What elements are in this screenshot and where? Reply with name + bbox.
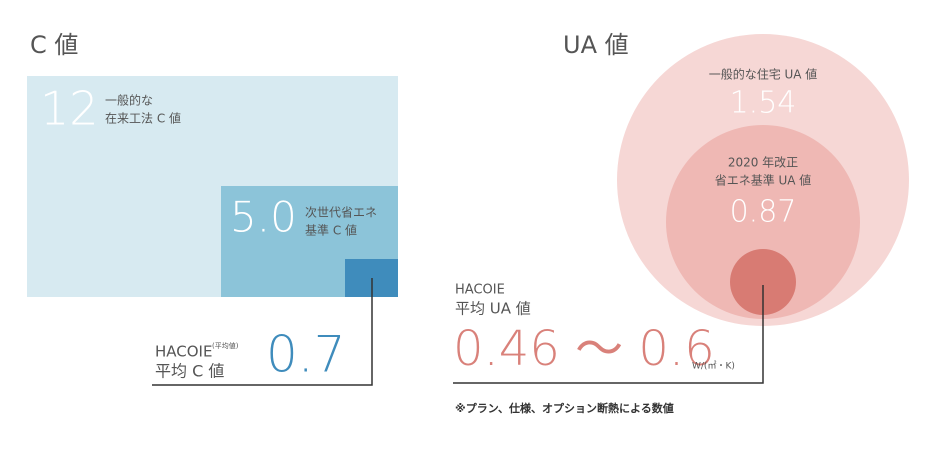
value: 5.0	[230, 193, 297, 242]
value: 0.46 〜 0.6	[453, 321, 715, 377]
label: 基準 C 値	[305, 223, 357, 238]
section-title: C 値	[30, 31, 78, 59]
brand: HACOIE	[155, 343, 212, 361]
value: 0.7	[266, 326, 346, 384]
section-title: UA 値	[563, 31, 629, 59]
unit: W/(㎡・K)	[692, 361, 735, 372]
label: 一般的な住宅 UA 値	[709, 67, 818, 82]
value: 12	[40, 82, 99, 136]
leader-line	[453, 285, 764, 384]
leader-line	[152, 278, 373, 386]
brand: HACOIE	[455, 283, 505, 298]
label: 平均 UA 値	[455, 300, 531, 318]
label: 省エネ基準 UA 値	[715, 173, 812, 188]
value: 1.54	[730, 86, 797, 121]
label: 次世代省エネ	[305, 206, 377, 220]
note: (平均値)	[212, 341, 239, 350]
label: 2020 年改正	[728, 156, 798, 170]
label: 一般的な	[105, 93, 153, 108]
hacoie-circle	[730, 249, 796, 315]
standard-circle	[666, 125, 860, 319]
label: 平均 C 値	[155, 362, 224, 381]
value: 0.87	[730, 195, 797, 230]
footnote: ※プラン、仕様、オプション断熱による数値	[455, 401, 674, 415]
label: 在来工法 C 値	[105, 111, 181, 126]
